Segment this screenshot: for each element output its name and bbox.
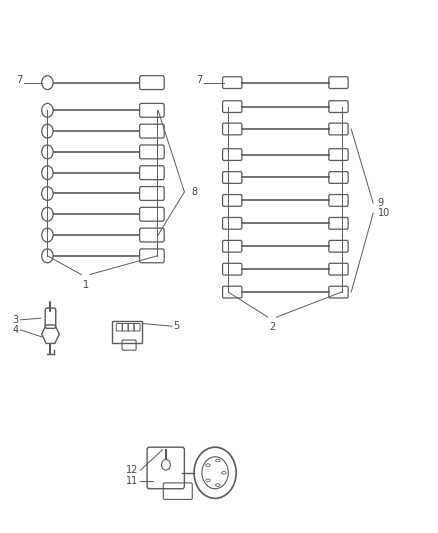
Text: 8: 8 bbox=[191, 187, 197, 197]
Text: 4: 4 bbox=[12, 325, 18, 335]
Text: 2: 2 bbox=[268, 322, 275, 333]
Text: 12: 12 bbox=[126, 465, 138, 475]
Text: 3: 3 bbox=[12, 315, 18, 325]
Text: 1: 1 bbox=[82, 280, 88, 290]
Text: 10: 10 bbox=[377, 208, 389, 218]
Text: 11: 11 bbox=[126, 476, 138, 486]
Text: 5: 5 bbox=[173, 321, 179, 331]
Text: 7: 7 bbox=[195, 75, 201, 85]
Text: 9: 9 bbox=[377, 198, 383, 208]
Text: 7: 7 bbox=[16, 75, 22, 85]
